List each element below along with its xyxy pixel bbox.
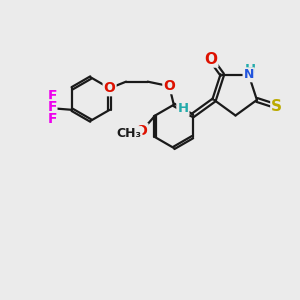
- Text: O: O: [136, 124, 148, 138]
- Text: F: F: [47, 100, 57, 114]
- Text: S: S: [272, 99, 282, 114]
- Text: F: F: [47, 89, 57, 103]
- Text: H: H: [177, 103, 188, 116]
- Text: O: O: [164, 79, 175, 93]
- Text: F: F: [47, 112, 57, 126]
- Text: N: N: [244, 68, 254, 81]
- Text: H: H: [245, 63, 256, 76]
- Text: O: O: [204, 52, 217, 67]
- Text: O: O: [104, 81, 116, 95]
- Text: CH₃: CH₃: [116, 127, 142, 140]
